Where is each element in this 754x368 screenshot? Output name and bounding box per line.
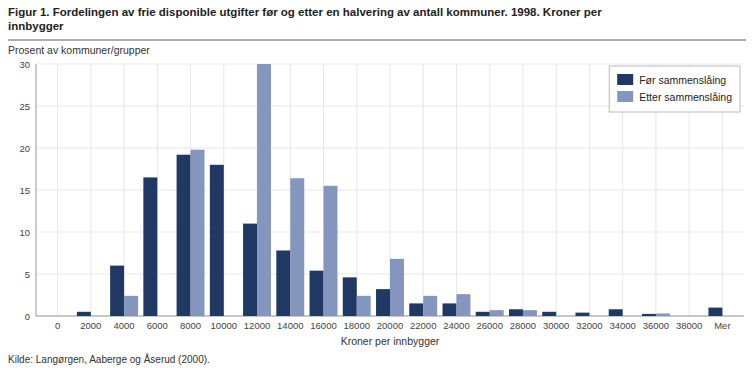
y-tick-label: 0 bbox=[25, 311, 30, 322]
x-tick-label: 22000 bbox=[410, 320, 436, 331]
bar bbox=[575, 313, 589, 316]
bar bbox=[523, 310, 537, 316]
x-tick-label: 14000 bbox=[277, 320, 303, 331]
legend: Før sammenslåing Etter sammenslåing bbox=[609, 66, 740, 112]
x-tick-label: 6000 bbox=[147, 320, 168, 331]
x-tick-label: 16000 bbox=[310, 320, 336, 331]
bar bbox=[490, 310, 504, 316]
bar bbox=[642, 314, 656, 316]
bar bbox=[656, 313, 670, 316]
y-tick-label: 20 bbox=[19, 143, 30, 154]
title: Figur 1. Fordelingen av frie disponible … bbox=[8, 6, 602, 32]
bar bbox=[609, 309, 623, 316]
y-tick-label: 10 bbox=[19, 227, 30, 238]
x-tick-label: 30000 bbox=[543, 320, 569, 331]
bar bbox=[310, 271, 324, 316]
bar bbox=[157, 316, 171, 317]
x-grid-line bbox=[90, 64, 91, 316]
x-tick-label: 12000 bbox=[244, 320, 270, 331]
bar bbox=[143, 177, 157, 316]
bar bbox=[110, 266, 124, 316]
y-tick-label: 30 bbox=[19, 59, 30, 70]
bar bbox=[243, 224, 257, 316]
bar bbox=[257, 64, 271, 316]
series bbox=[124, 64, 670, 316]
y-tick-label: 25 bbox=[19, 101, 30, 112]
bar bbox=[423, 296, 437, 316]
legend-label: Før sammenslåing bbox=[639, 74, 726, 86]
bar bbox=[324, 186, 338, 316]
x-tick-label: 10000 bbox=[211, 320, 237, 331]
source: Kilde: Langørgen, Aaberge og Åserud (200… bbox=[8, 353, 210, 365]
title-rule bbox=[8, 40, 746, 41]
bar bbox=[476, 312, 490, 316]
bar bbox=[556, 316, 570, 317]
x-grid-line bbox=[423, 64, 424, 316]
legend-label: Etter sammenslåing bbox=[639, 91, 732, 103]
bar bbox=[689, 316, 703, 317]
bar bbox=[542, 312, 556, 316]
x-axis-label: Kroner per innbygger bbox=[341, 335, 440, 347]
bar bbox=[210, 165, 224, 316]
bar bbox=[390, 259, 404, 316]
x-tick-label: 26000 bbox=[477, 320, 503, 331]
bar bbox=[276, 250, 290, 316]
bar bbox=[443, 303, 457, 316]
bar bbox=[623, 316, 637, 317]
x-grid-line bbox=[522, 64, 523, 316]
x-tick-label: 2000 bbox=[80, 320, 101, 331]
x-tick-label: 8000 bbox=[180, 320, 201, 331]
bar bbox=[722, 316, 736, 317]
legend-swatch bbox=[617, 74, 633, 85]
x-tick-label: 24000 bbox=[443, 320, 469, 331]
x-tick-label: 36000 bbox=[643, 320, 669, 331]
x-tick-label: 0 bbox=[55, 320, 60, 331]
legend-swatch bbox=[617, 91, 633, 102]
bar bbox=[77, 312, 91, 316]
x-grid-line bbox=[556, 64, 557, 316]
x-grid-line bbox=[589, 64, 590, 316]
bar bbox=[509, 309, 523, 316]
x-tick-label: 28000 bbox=[510, 320, 536, 331]
series bbox=[77, 155, 723, 316]
x-tick-label: 20000 bbox=[377, 320, 403, 331]
y-axis-label: Prosent av kommuner/grupper bbox=[8, 44, 150, 56]
title-line: innbygger bbox=[8, 20, 64, 32]
x-tick-label: 4000 bbox=[114, 320, 135, 331]
chart: Figur 1. Fordelingen av frie disponible … bbox=[0, 0, 754, 368]
bar bbox=[456, 294, 470, 316]
bar bbox=[343, 277, 357, 316]
bar bbox=[124, 296, 138, 316]
bar bbox=[290, 178, 304, 316]
x-grid-line bbox=[57, 64, 58, 316]
bar bbox=[409, 303, 423, 316]
x-tick-label: 34000 bbox=[609, 320, 635, 331]
grid bbox=[36, 64, 744, 316]
bar bbox=[177, 155, 191, 316]
bar bbox=[58, 316, 72, 317]
bar bbox=[357, 296, 371, 316]
bar bbox=[91, 316, 105, 317]
bar bbox=[589, 316, 603, 317]
axes: 0 5 10 15 20 25 30 0 2000 4000 6000 8000 10000 12000 1… bbox=[19, 59, 744, 332]
x-tick-label: 38000 bbox=[676, 320, 702, 331]
bar bbox=[675, 316, 689, 317]
bar bbox=[708, 308, 722, 316]
bar bbox=[44, 316, 58, 317]
y-tick-label: 5 bbox=[25, 269, 30, 280]
x-tick-label: 32000 bbox=[576, 320, 602, 331]
x-grid-line bbox=[456, 64, 457, 316]
bar bbox=[191, 150, 205, 316]
x-tick-label: Mer bbox=[714, 320, 730, 331]
bars bbox=[77, 64, 723, 316]
y-tick-label: 15 bbox=[19, 185, 30, 196]
y-axis-line bbox=[36, 64, 37, 316]
x-grid-line bbox=[489, 64, 490, 316]
title-line: Figur 1. Fordelingen av frie disponible … bbox=[8, 6, 602, 18]
bar bbox=[224, 316, 238, 317]
x-tick-label: 18000 bbox=[344, 320, 370, 331]
legend-frame bbox=[609, 66, 740, 112]
bar bbox=[376, 289, 390, 316]
